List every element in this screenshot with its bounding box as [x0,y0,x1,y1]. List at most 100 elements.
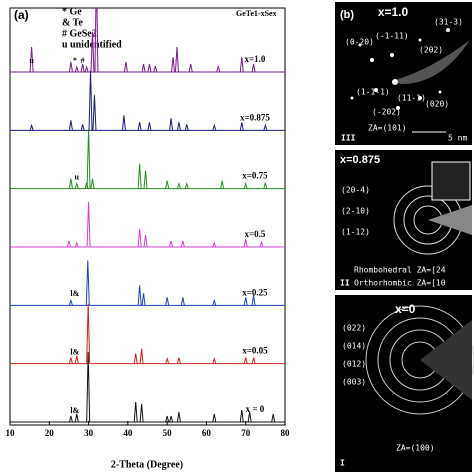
peak [153,65,158,73]
peak [141,293,146,306]
roman: III [341,134,356,143]
x-tick-label: 70 [241,428,251,438]
spots [350,28,450,110]
peak [220,180,225,189]
peak [86,128,91,189]
ring-label: (014) [342,342,366,351]
peak [251,63,256,73]
annotation: * [73,56,77,65]
ring-label: (022) [342,324,366,333]
peak [251,295,256,306]
panel-title: x=1.0 [378,5,409,19]
peak [176,411,181,423]
peak [133,401,138,423]
peak [184,181,189,189]
peak [169,240,174,248]
panel-title: x=0.875 [340,154,380,166]
annotation: # [81,56,85,65]
series-label: x=0.05 [242,346,268,356]
spot-label: (31-3) [434,18,463,27]
peak [74,241,79,248]
inset [431,161,471,201]
x-tick-label: 40 [123,428,133,438]
peak [68,120,73,131]
spot-label: (-202) [372,108,401,117]
peak [239,122,244,131]
panel-title: x=0 [395,302,416,316]
peak [147,63,152,73]
peak [29,123,34,131]
peak [80,124,85,131]
series-label: x=0.75 [242,171,268,181]
ring-label: (003) [342,378,366,387]
zone-axis: Orthorhombic ZA=[10 [354,279,446,288]
ring-label: (20-4) [341,186,370,195]
annotation: u [29,56,34,65]
formula: GeTe1-xSex [236,9,277,18]
peak [263,123,268,131]
roman: II [340,279,350,288]
peak [121,115,126,131]
ring-label: (1-12) [341,228,370,237]
x-tick-label: 10 [6,428,16,438]
peak [180,240,185,248]
peak [74,413,79,423]
peak [29,46,34,73]
annotation: l& [70,347,79,356]
peak [188,63,193,73]
peak [212,413,217,423]
peak [68,298,73,306]
peak [123,61,128,73]
ring-label: (2-10) [341,207,370,216]
peak [263,182,268,189]
peak [139,403,144,423]
zone-axis: ZA=(101) [368,124,407,133]
x-tick-label: 20 [45,428,55,438]
peak [90,178,95,189]
peak [212,123,217,131]
beam-stopper [395,40,470,85]
ring-label: (012) [342,360,366,369]
peak [169,118,174,131]
legend-text: # GeSe2 [62,28,97,39]
peak [84,65,89,73]
peak [169,415,174,423]
panel-label: (b) [340,9,354,21]
x-tick-label: 30 [84,428,94,438]
peak [147,122,152,131]
peak [68,415,73,423]
peak [137,228,142,248]
peak [85,260,90,306]
x-tick-label: 50 [163,428,173,438]
peak [251,357,256,364]
peak [74,65,79,73]
peak [271,413,276,423]
peak [165,356,170,364]
peak [74,181,79,189]
spot-label: (020) [425,100,449,109]
peak [180,297,185,306]
peak [212,241,217,248]
peak [137,285,142,306]
peak [165,180,170,189]
saed-image [335,295,472,472]
peak [243,238,248,248]
spot-label: (-1-11) [375,32,409,41]
peak [212,298,217,306]
legend-text: & Te [62,17,83,28]
peak [94,8,99,73]
peak [143,170,148,189]
peak [259,240,264,248]
peak [216,65,221,73]
peak [141,63,146,73]
peak [90,31,95,73]
peak [88,70,93,131]
beam-stopper [420,320,472,400]
peak [68,61,73,73]
x-axis-label: 2-Theta (Degree) [111,459,183,470]
peak [137,163,142,189]
peak [80,63,85,73]
peak [86,351,91,423]
peak [239,56,244,73]
peak [176,181,181,189]
